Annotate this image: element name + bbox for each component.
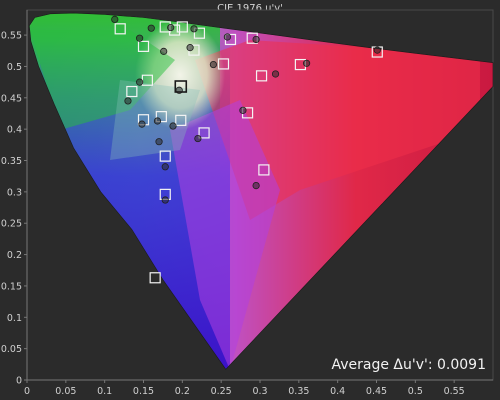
white-point-target <box>174 80 188 93</box>
measured-point <box>271 70 280 78</box>
y-axis-ticks: 0 0.05 0.1 0.15 0.2 0.25 0.3 0.35 0.4 0.45 0.5 0.55 <box>1 31 27 387</box>
measured-point <box>252 35 260 44</box>
y-tick-label: 0.3 <box>7 187 22 198</box>
x-tick-label: 0.55 <box>444 386 465 397</box>
measured-point <box>186 44 194 52</box>
x-tick-label: 0.25 <box>211 386 232 397</box>
x-tick-label: 0.05 <box>55 386 76 397</box>
y-tick-label: 0.1 <box>7 313 22 324</box>
x-tick-label: 0.45 <box>366 386 387 397</box>
y-tick-label: 0.2 <box>7 250 22 261</box>
x-tick-label: 0.35 <box>288 386 309 397</box>
measured-point <box>147 24 155 32</box>
target-square <box>159 150 171 162</box>
x-tick-label: 0.1 <box>97 386 112 397</box>
target-square <box>155 111 167 123</box>
y-tick-label: 0.45 <box>1 93 22 104</box>
y-tick-label: 0.05 <box>1 344 22 355</box>
measured-point <box>111 15 119 24</box>
x-tick-label: 0.15 <box>133 386 154 397</box>
measured-point <box>190 25 198 33</box>
measured-point <box>194 134 202 143</box>
target-square <box>175 114 187 126</box>
target-square <box>149 272 161 284</box>
y-tick-label: 0.25 <box>1 219 22 230</box>
measured-point <box>209 60 217 69</box>
target-square <box>198 127 210 139</box>
y-tick-label: 0.5 <box>7 62 22 73</box>
y-tick-label: 0 <box>16 376 22 387</box>
measured-points <box>111 15 381 204</box>
measured-point <box>160 47 168 55</box>
measured-point <box>302 59 311 67</box>
x-axis-ticks: 0 0.05 0.1 0.15 0.2 0.25 0.3 0.35 0.4 0.45 0.5 0.55 <box>24 380 465 397</box>
target-square <box>193 27 206 39</box>
chart-title: CIE 1976 u'v' <box>217 3 283 14</box>
measured-point <box>138 120 146 128</box>
target-square <box>217 58 230 70</box>
x-tick-label: 0.3 <box>252 386 267 397</box>
measured-point <box>167 23 175 32</box>
y-tick-label: 0.55 <box>1 31 22 42</box>
y-tick-label: 0.35 <box>1 156 22 167</box>
y-tick-label: 0.15 <box>1 281 22 292</box>
x-tick-label: 0.2 <box>175 386 190 397</box>
measured-point <box>169 122 177 130</box>
measured-point <box>155 138 163 146</box>
target-square <box>126 85 138 98</box>
target-square <box>258 164 270 176</box>
x-tick-label: 0 <box>24 386 30 397</box>
target-square <box>114 23 126 35</box>
target-square <box>176 21 188 33</box>
target-square <box>255 70 268 82</box>
x-tick-label: 0.4 <box>330 386 345 397</box>
white-point-square <box>174 80 188 93</box>
x-tick-label: 0.5 <box>408 386 423 397</box>
measured-point <box>239 106 247 114</box>
average-delta-label: Average Δu'v': 0.0091 <box>331 357 486 373</box>
measured-point <box>161 196 169 204</box>
measured-point <box>136 34 144 42</box>
measured-point <box>124 97 132 105</box>
measured-point <box>252 181 260 190</box>
target-square <box>137 40 150 52</box>
spectral-locus <box>28 12 494 370</box>
measured-point <box>136 78 144 86</box>
measured-point <box>373 46 381 54</box>
measured-point <box>223 33 231 41</box>
y-tick-label: 0.4 <box>7 125 22 136</box>
measured-point <box>161 163 169 171</box>
measured-point <box>153 117 162 125</box>
